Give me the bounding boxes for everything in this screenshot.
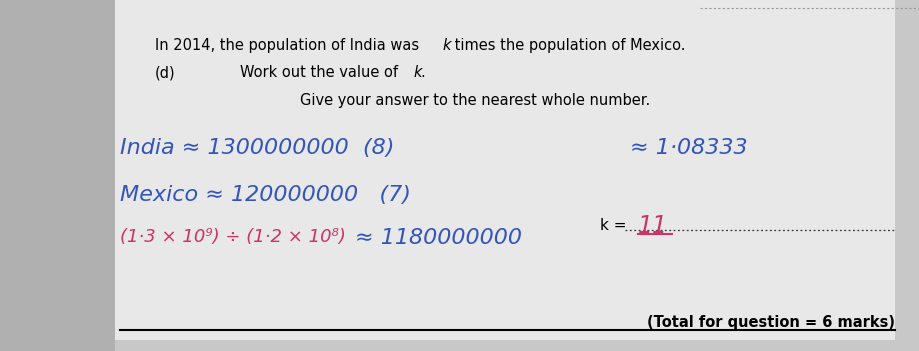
Text: k =: k = xyxy=(600,218,631,233)
Text: (d): (d) xyxy=(155,65,176,80)
Text: k: k xyxy=(413,65,422,80)
Text: Work out the value of: Work out the value of xyxy=(240,65,403,80)
Text: Mexico ≈ 120000000   (7): Mexico ≈ 120000000 (7) xyxy=(120,185,411,205)
Text: Give your answer to the nearest whole number.: Give your answer to the nearest whole nu… xyxy=(300,93,651,108)
Text: times the population of Mexico.: times the population of Mexico. xyxy=(450,38,686,53)
Text: (1·3 × 10⁹) ÷ (1·2 × 10⁸): (1·3 × 10⁹) ÷ (1·2 × 10⁸) xyxy=(120,228,346,246)
Bar xyxy=(115,0,895,340)
Text: k: k xyxy=(442,38,450,53)
Text: 11: 11 xyxy=(638,214,668,238)
Text: India ≈ 1300000000  (8): India ≈ 1300000000 (8) xyxy=(120,138,394,158)
Text: .: . xyxy=(420,65,425,80)
Text: (Total for question = 6 marks): (Total for question = 6 marks) xyxy=(647,315,895,330)
Text: In 2014, the population of India was: In 2014, the population of India was xyxy=(155,38,424,53)
Text: ≈ 1180000000: ≈ 1180000000 xyxy=(355,228,522,248)
Text: ≈ 1·08333: ≈ 1·08333 xyxy=(630,138,748,158)
Bar xyxy=(0,0,115,351)
